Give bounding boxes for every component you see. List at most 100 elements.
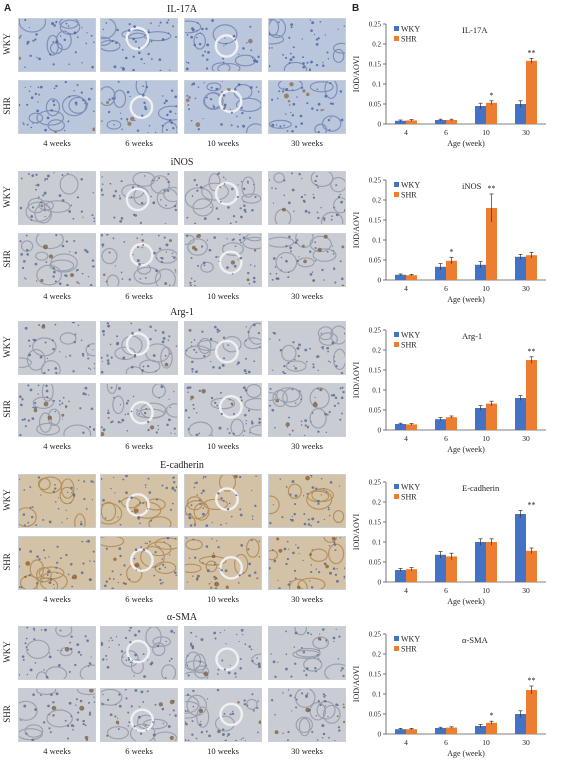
y-tick-label: 0.05: [369, 407, 382, 415]
tissue-texture: [101, 627, 177, 679]
legend-label: WKY: [401, 25, 420, 34]
chart-svg: 0 0.05 0.1 0.15 0.2 0.25 IOD/AOVI Age (week) IL-…: [352, 21, 546, 148]
y-tick-label: 0.15: [369, 671, 382, 679]
y-tick-label: 0.15: [369, 367, 382, 375]
x-tick-label: 6: [444, 738, 448, 747]
x-tick-label: 4: [404, 284, 408, 293]
tissue-texture: [101, 689, 177, 741]
x-tick-label: 6: [444, 434, 448, 443]
bar-wky: [395, 570, 406, 582]
bar-wky: [435, 120, 446, 124]
row-label-shr: SHR: [2, 97, 12, 115]
panel-a-label: A: [4, 3, 12, 14]
y-tick-label: 0.05: [369, 101, 382, 109]
tissue-texture: [269, 322, 345, 374]
y-tick-label: 0.2: [372, 499, 381, 507]
y-tick-label: 0.15: [369, 217, 382, 225]
tissue-texture: [19, 689, 95, 741]
bar-chart: 0 0.05 0.1 0.15 0.2 0.25 IOD/AOVI Age (week) α-S…: [350, 622, 562, 764]
chart-svg: 0 0.05 0.1 0.15 0.2 0.25 IOD/AOVI Age (week) Arg…: [352, 327, 546, 454]
bar-shr: [446, 260, 457, 280]
week-label: 6 weeks: [125, 746, 153, 756]
x-tick-label: 10: [482, 434, 490, 443]
x-tick-label: 4: [404, 128, 408, 137]
micrograph-tile: [18, 626, 96, 680]
row-label-wky: WKY: [2, 336, 12, 358]
stain-title: Arg-1: [170, 307, 194, 318]
y-tick-label: 0.05: [369, 257, 382, 265]
micrograph-tile: [18, 233, 96, 287]
legend-swatch: [394, 646, 399, 651]
y-tick-label: 0.1: [372, 539, 381, 547]
week-label: 10 weeks: [207, 594, 239, 604]
x-tick-label: 30: [522, 738, 530, 747]
y-axis-label: IOD/AOVI: [352, 211, 361, 248]
bar-wky: [475, 106, 486, 124]
tissue-texture: [101, 475, 177, 527]
panel-b-label: B: [352, 3, 360, 14]
tissue-texture: [19, 234, 95, 286]
tissue-texture: [19, 384, 95, 436]
week-label: 6 weeks: [125, 441, 153, 451]
bar-chart: 0 0.05 0.1 0.15 0.2 0.25 IOD/AOVI Age (week) E-c…: [350, 470, 562, 612]
bar-shr: [486, 208, 497, 280]
week-label: 30 weeks: [291, 746, 323, 756]
y-tick-label: 0.1: [372, 691, 381, 699]
tissue-texture: [19, 19, 95, 71]
y-axis-label: IOD/AOVI: [352, 55, 361, 92]
bar-wky: [515, 514, 526, 582]
tissue-texture: [185, 81, 261, 133]
x-tick-label: 6: [444, 128, 448, 137]
tissue-texture: [101, 322, 177, 374]
legend-label: WKY: [401, 331, 420, 340]
week-label: 6 weeks: [125, 291, 153, 301]
x-axis-label: Age (week): [447, 295, 485, 304]
bar-shr: [406, 275, 417, 280]
y-tick-label: 0.1: [372, 81, 381, 89]
week-label: 10 weeks: [207, 746, 239, 756]
stain-title: IL-17A: [167, 4, 197, 15]
y-tick-label: 0.25: [369, 479, 382, 487]
week-label: 10 weeks: [207, 138, 239, 148]
legend-label: SHR: [401, 493, 417, 502]
micrograph-tile: [18, 171, 96, 225]
bar-wky: [515, 398, 526, 430]
legend-label: WKY: [401, 635, 420, 644]
bar-shr: [526, 360, 537, 430]
chart-title: iNOS: [462, 181, 482, 191]
legend-label: WKY: [401, 181, 420, 190]
significance-marker: **: [488, 184, 496, 193]
week-label: 10 weeks: [207, 441, 239, 451]
week-label: 4 weeks: [43, 594, 71, 604]
tissue-texture: [185, 322, 261, 374]
x-tick-label: 10: [482, 284, 490, 293]
chart-title: Arg-1: [462, 331, 482, 341]
micrograph-tile: [184, 80, 262, 134]
legend-label: SHR: [401, 191, 417, 200]
y-tick-label: 0.15: [369, 61, 382, 69]
micrograph-tile: [184, 626, 262, 680]
y-tick-label: 0: [378, 427, 382, 435]
legend-swatch: [394, 332, 399, 337]
tissue-texture: [185, 537, 261, 589]
tissue-texture: [101, 81, 177, 133]
bar-chart: 0 0.05 0.1 0.15 0.2 0.25 IOD/AOVI Age (week) IL-…: [350, 12, 562, 154]
week-label: 6 weeks: [125, 138, 153, 148]
y-tick-label: 0.1: [372, 387, 381, 395]
micrograph-tile: [268, 233, 346, 287]
bar-wky: [475, 726, 486, 734]
micrograph-tile: [100, 18, 178, 72]
legend-swatch: [394, 182, 399, 187]
y-tick-label: 0: [378, 277, 382, 285]
bar-wky: [475, 542, 486, 582]
week-label: 10 weeks: [207, 291, 239, 301]
x-tick-label: 10: [482, 586, 490, 595]
legend-swatch: [394, 636, 399, 641]
x-tick-label: 4: [404, 586, 408, 595]
bar-wky: [435, 554, 446, 582]
tissue-texture: [185, 627, 261, 679]
tissue-texture: [269, 475, 345, 527]
significance-marker: **: [528, 48, 536, 57]
y-tick-label: 0: [378, 579, 382, 587]
chart-svg: 0 0.05 0.1 0.15 0.2 0.25 IOD/AOVI Age (week) α-S…: [352, 631, 546, 758]
